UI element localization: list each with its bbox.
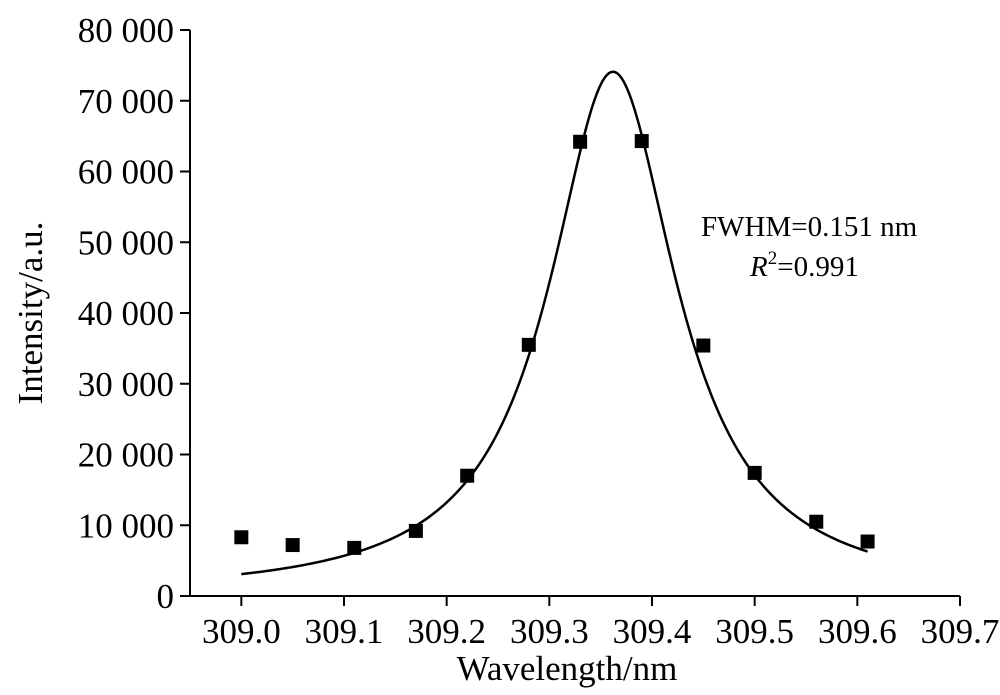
fit-curve-layer <box>241 70 868 576</box>
data-point <box>696 338 711 353</box>
y-axis-label: Intensity/a.u. <box>11 222 50 405</box>
x-tick-label: 309.2 <box>407 612 486 651</box>
data-point <box>408 523 423 538</box>
data-point <box>573 134 588 149</box>
data-points-layer <box>234 134 875 555</box>
data-point <box>634 134 649 149</box>
fwhm-annotation: FWHM=0.151 nm <box>701 211 918 243</box>
y-tick-label: 0 <box>157 577 175 616</box>
data-point <box>460 468 475 483</box>
x-tick-label: 309.6 <box>818 612 897 651</box>
fit-curve <box>241 70 868 576</box>
r-squared-superscript: 2 <box>768 248 778 269</box>
x-tick-label: 309.5 <box>715 612 794 651</box>
y-ticks-layer: 0 10 000 20 000 30 000 40 000 50 000 60 000 70 … <box>78 11 190 616</box>
x-ticks-layer: 309.0 309.1 309.2 309.3 309.4 309.5 309.6 309.7 <box>202 596 999 651</box>
data-point <box>860 534 875 549</box>
y-tick-label: 10 000 <box>78 506 174 545</box>
y-tick-label: 60 000 <box>78 153 174 192</box>
x-axis-label: Wavelength/nm <box>457 649 678 688</box>
data-point <box>747 465 762 480</box>
x-tick-label: 309.4 <box>613 612 692 651</box>
data-point <box>347 540 362 555</box>
y-tick-label: 40 000 <box>78 294 174 333</box>
y-tick-label: 80 000 <box>78 11 174 50</box>
y-tick-label: 50 000 <box>78 223 174 262</box>
data-point <box>234 530 249 545</box>
r-squared-annotation: R2=0.991 <box>749 248 859 283</box>
y-tick-label: 20 000 <box>78 436 174 475</box>
data-point <box>521 337 536 352</box>
y-tick-label: 30 000 <box>78 365 174 404</box>
data-point <box>809 514 824 529</box>
axes-layer <box>189 30 960 597</box>
x-tick-label: 309.7 <box>921 612 1000 651</box>
r-squared-symbol: R <box>749 251 768 283</box>
data-point <box>285 538 300 553</box>
y-tick-label: 70 000 <box>78 82 174 121</box>
x-tick-label: 309.3 <box>510 612 589 651</box>
x-tick-label: 309.1 <box>305 612 384 651</box>
x-tick-label: 309.0 <box>202 612 281 651</box>
r-squared-value: =0.991 <box>777 251 859 283</box>
